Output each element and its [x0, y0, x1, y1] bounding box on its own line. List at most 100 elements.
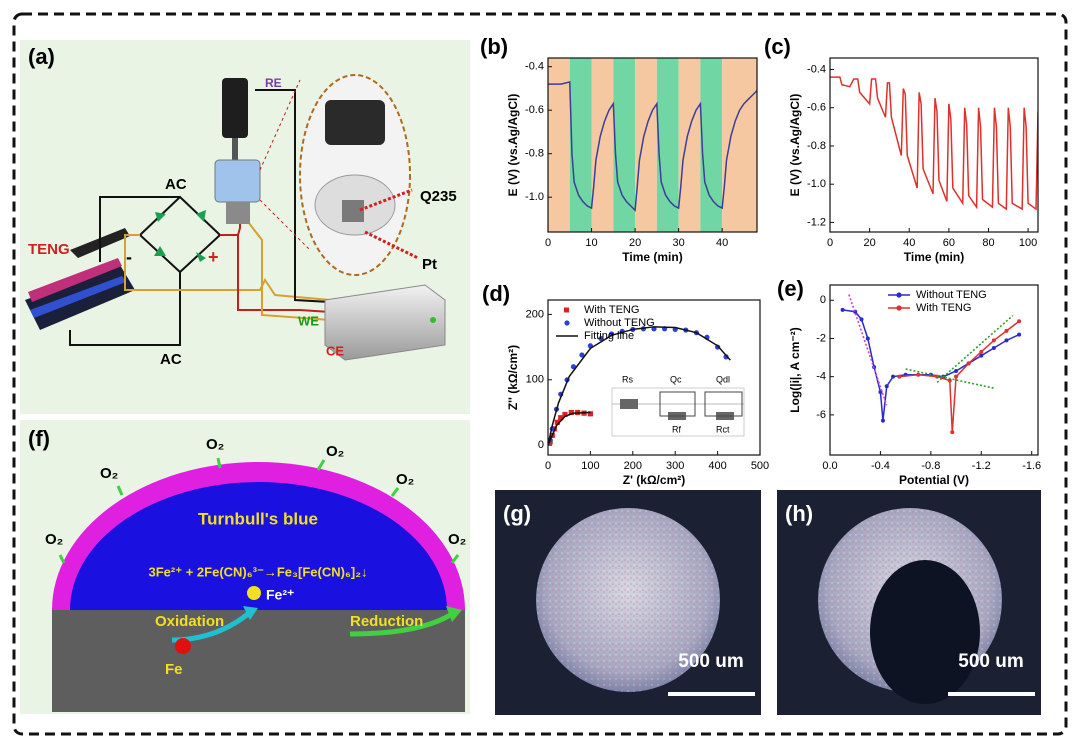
data-point	[979, 353, 984, 358]
y-axis-label: Z'' (kΩ/cm²)	[506, 345, 520, 410]
data-point	[966, 361, 971, 366]
panel-a-drawing	[25, 74, 446, 361]
y-axis-label: E (V) (vs.Ag/AgCl)	[788, 94, 802, 197]
y-tick-label: 0	[820, 294, 826, 306]
data-point	[587, 411, 593, 417]
shaded-band	[569, 58, 592, 232]
panel-label: (a)	[28, 44, 55, 69]
o2-label: O₂	[45, 531, 63, 548]
y-tick-label: -0.6	[525, 104, 544, 116]
plot-area	[830, 76, 1038, 211]
label: TENG	[28, 241, 70, 258]
label: Qc	[670, 374, 682, 384]
y-tick-label: -2	[816, 332, 826, 344]
legend-swatch	[896, 292, 902, 298]
y-tick-label: -0.8	[525, 148, 544, 160]
data-point	[916, 372, 921, 377]
data-point	[991, 338, 996, 343]
x-tick-label: 40	[903, 237, 915, 249]
data-point	[884, 384, 889, 389]
shaded-band	[722, 58, 757, 232]
inset-labels: Rs Qc Qdl Rf Rct	[622, 374, 730, 434]
panel-labels: (a) (b) (c) (d) (e) (f) (g) (h)	[28, 34, 813, 526]
data-point	[723, 354, 729, 360]
shaded-band	[613, 58, 636, 232]
plot-frame	[547, 57, 758, 233]
series-line	[548, 80, 757, 212]
y-tick-label: -1.0	[525, 191, 544, 203]
panel-a-labels: RE AC AC TENG - + Q235 Pt WE CE	[28, 76, 457, 368]
legend-label: Fitting line	[584, 330, 634, 342]
label: CE	[326, 343, 344, 358]
legend-swatch	[564, 307, 569, 313]
x-tick-label: 0	[545, 460, 551, 472]
x-tick-label: -0.8	[921, 460, 940, 472]
data-point	[880, 418, 885, 423]
data-point	[554, 419, 560, 425]
label: Qdl	[716, 374, 730, 384]
x-tick-label: 100	[1019, 237, 1037, 249]
corrosion-pit	[870, 560, 980, 704]
data-point	[1004, 338, 1009, 343]
label: WE	[298, 313, 319, 328]
x-tick-label: 20	[629, 237, 641, 249]
legend-label: With TENG	[916, 302, 971, 314]
o2-label: O₂	[396, 471, 414, 488]
data-point	[1004, 328, 1009, 333]
legend-label: Without TENG	[916, 289, 987, 301]
x-tick-label: -1.6	[1022, 460, 1041, 472]
process-label: Oxidation	[155, 613, 224, 630]
o2-label: O₂	[448, 531, 466, 548]
shaded-band	[656, 58, 679, 232]
y-axis-label: Log(|i|, A cm⁻²)	[788, 327, 802, 412]
label: Rf	[672, 424, 681, 434]
figure-border	[12, 12, 1068, 736]
panel-label: (e)	[777, 276, 804, 301]
panel-f-labels: O₂ O₂ O₂ O₂ O₂ O₂ Turnbull's blue 3Fe²⁺ …	[45, 436, 466, 678]
x-tick-label: 300	[666, 460, 684, 472]
metal-label: Fe	[165, 661, 183, 678]
x-tick-label: 0	[545, 237, 551, 249]
plot-frame	[829, 284, 1039, 456]
data-point	[598, 335, 604, 342]
data-point	[891, 374, 896, 379]
x-tick-label: -1.2	[972, 460, 991, 472]
series-line	[830, 76, 1038, 211]
specimen-texture	[536, 508, 720, 692]
data-point	[865, 336, 870, 341]
scale-label: 500 um	[958, 651, 1023, 672]
series-line	[899, 320, 1020, 433]
chart: 0 10 20 30 40 -0.4 -0.6 -0.8 -1.0 Time (min) E (V)…	[506, 57, 758, 264]
shaded-band	[548, 58, 570, 232]
y-tick-label: -0.6	[807, 102, 826, 114]
y-tick-label: -4	[816, 371, 826, 383]
plot-frame	[547, 299, 761, 456]
x-tick-label: 60	[943, 237, 955, 249]
x-axis-label: Z' (kΩ/cm²)	[623, 473, 685, 487]
panel-label: (g)	[503, 501, 531, 526]
panel-label: (h)	[785, 501, 813, 526]
label: RE	[265, 76, 282, 90]
o2-label: O₂	[206, 436, 224, 453]
data-point	[840, 307, 845, 312]
label: Pt	[422, 256, 437, 273]
data-point	[562, 411, 568, 418]
x-tick-label: 0.0	[822, 460, 837, 472]
panel-label: (d)	[482, 281, 510, 306]
data-point	[991, 346, 996, 351]
chart: 0 20 40 60 80 100 -0.4 -0.6 -0.8 -1.0 -1.2 Time (mi…	[788, 57, 1039, 264]
x-axis-label: Potential (V)	[899, 473, 969, 487]
x-tick-label: 500	[751, 460, 769, 472]
o2-label: O₂	[100, 465, 118, 482]
x-axis-label: Time (min)	[904, 250, 964, 264]
x-tick-label: -0.4	[871, 460, 890, 472]
legend-label: Without TENG	[584, 317, 655, 329]
x-tick-label: 400	[708, 460, 726, 472]
x-tick-label: 20	[863, 237, 875, 249]
equivalent-circuit	[611, 387, 745, 437]
series-line	[848, 294, 888, 406]
x-tick-label: 200	[624, 460, 642, 472]
shaded-band	[635, 58, 657, 232]
chart: 0.0 -0.4 -0.8 -1.2 -1.6 0 -2 -4 -6 Potential (V) L…	[788, 284, 1041, 487]
